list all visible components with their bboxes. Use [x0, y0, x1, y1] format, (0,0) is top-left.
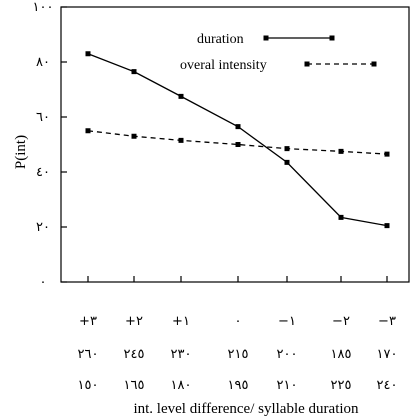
data-point — [235, 124, 241, 130]
x-tick-label: ١٥٠ — [78, 378, 99, 393]
data-point — [338, 148, 344, 154]
y-tick-label: ٤٠ — [36, 165, 50, 180]
legend-label: duration — [197, 32, 244, 47]
x-tick-label: ٢١٥ — [228, 347, 249, 362]
legend-marker — [304, 61, 310, 67]
series-line-duration — [87, 53, 388, 227]
x-tick-label: +٢ — [125, 314, 143, 329]
x-tick-label: ٢٠٠ — [277, 347, 298, 362]
legend: duration overal intensity — [180, 32, 377, 73]
y-tick-label: ٠ — [40, 275, 47, 290]
x-tick-label: −٣ — [378, 314, 396, 329]
y-tick-label: ٢٠ — [36, 220, 50, 235]
x-tick-label: −١ — [278, 314, 296, 329]
data-point — [85, 128, 91, 134]
axes — [60, 6, 410, 283]
y-tick-label: ٦٠ — [36, 110, 50, 125]
y-axis-ticks: ٠ ٢٠ ٤٠ ٦٠ ٨٠ ١٠٠ — [33, 0, 67, 290]
x-tick-label: ٠ — [235, 314, 242, 329]
data-point — [284, 159, 290, 165]
data-point — [384, 151, 390, 157]
x-tick-label: ١٦٥ — [124, 378, 145, 393]
x-tick-label: ٢٤٠ — [377, 378, 398, 393]
legend-marker — [371, 61, 377, 67]
x-tick-label: ٢٢٥ — [331, 378, 352, 393]
x-axis-label: int. level difference/ syllable duration — [133, 401, 359, 417]
x-tick-label: ٢٦٠ — [78, 347, 99, 362]
x-tick-label: +١ — [172, 314, 190, 329]
x-tick-label: ١٧٠ — [377, 347, 398, 362]
legend-marker — [263, 35, 269, 41]
x-tick-label: +٣ — [79, 314, 97, 329]
data-point — [85, 51, 91, 57]
data-point — [235, 142, 241, 147]
x-tick-label: ١٨٠ — [171, 378, 192, 393]
y-axis-label: P(int) — [13, 135, 29, 169]
x-axis-ticks: +٣ +٢ +١ ٠ −١ −٢ −٣ ٢٦٠ ٢٤٥ ٢٣٠ ٢١٥ ٢٠٠ ١٨٥ ١٧٠ ١٥٠ ١٦٥… — [78, 276, 398, 393]
data-point — [284, 146, 290, 152]
x-tick-label: −٢ — [332, 314, 350, 329]
data-point — [131, 69, 137, 75]
data-point — [384, 223, 390, 229]
data-point — [338, 214, 344, 220]
legend-marker — [329, 35, 335, 41]
legend-label: overal intensity — [180, 58, 267, 73]
data-point — [178, 137, 184, 143]
x-tick-label: ١٨٥ — [331, 347, 352, 362]
plot-frame — [60, 6, 410, 283]
x-tick-label: ٢١٠ — [277, 378, 298, 393]
x-tick-label: ٢٣٠ — [171, 347, 192, 362]
data-point — [131, 133, 137, 139]
x-tick-label: ٢٤٥ — [124, 347, 145, 362]
y-tick-label: ٨٠ — [36, 55, 50, 70]
data-point — [178, 93, 184, 99]
series-layer — [85, 51, 390, 229]
x-tick-label: ١٩٥ — [228, 378, 249, 393]
y-tick-label: ١٠٠ — [33, 0, 54, 15]
